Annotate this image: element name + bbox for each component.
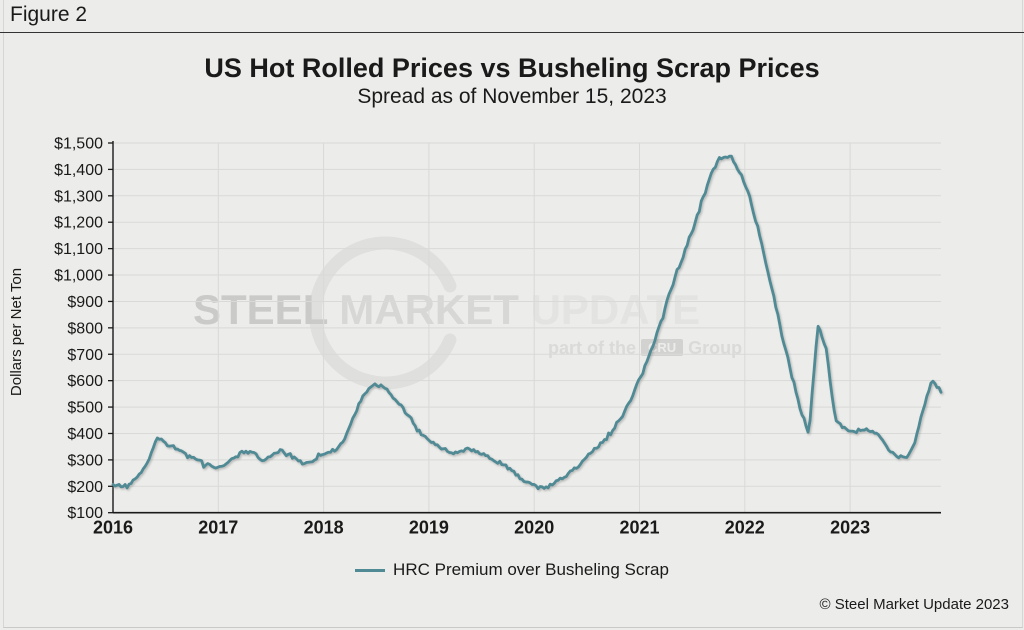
svg-text:2022: 2022 (725, 518, 765, 538)
svg-text:2021: 2021 (619, 518, 659, 538)
svg-text:$900: $900 (67, 294, 103, 311)
svg-text:2016: 2016 (93, 518, 133, 538)
svg-text:$400: $400 (67, 426, 103, 443)
svg-text:$1,500: $1,500 (54, 136, 103, 153)
svg-text:$500: $500 (67, 400, 103, 417)
svg-text:$1,300: $1,300 (54, 188, 103, 205)
svg-text:2023: 2023 (830, 518, 870, 538)
svg-text:$1,100: $1,100 (54, 241, 103, 258)
svg-text:2020: 2020 (514, 518, 554, 538)
svg-text:$200: $200 (67, 479, 103, 496)
svg-text:$1,400: $1,400 (54, 162, 103, 179)
svg-text:$300: $300 (67, 452, 103, 469)
svg-text:2019: 2019 (409, 518, 449, 538)
svg-text:$600: $600 (67, 373, 103, 390)
svg-text:2017: 2017 (198, 518, 238, 538)
svg-text:2018: 2018 (304, 518, 344, 538)
svg-text:$1,000: $1,000 (54, 268, 103, 285)
svg-text:$700: $700 (67, 347, 103, 364)
svg-text:$800: $800 (67, 320, 103, 337)
svg-text:$1,200: $1,200 (54, 215, 103, 232)
